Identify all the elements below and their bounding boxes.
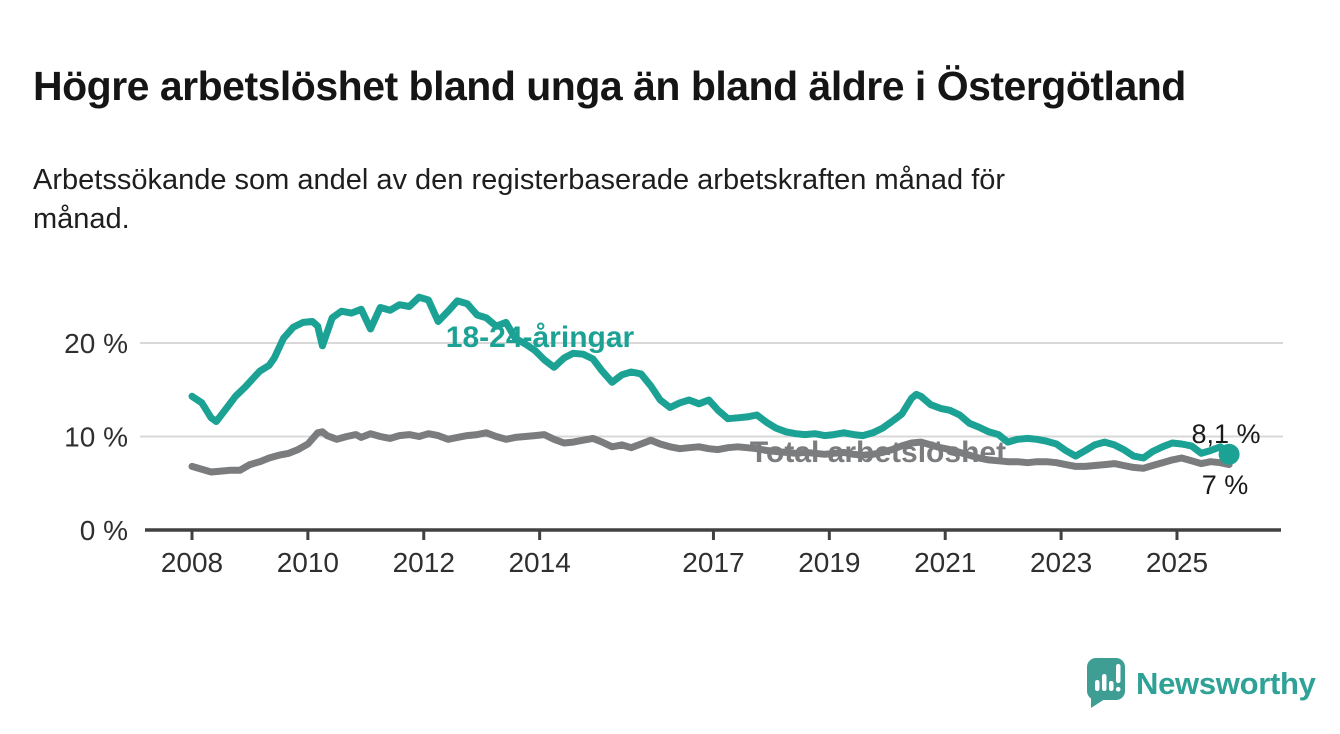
chart-subtitle: Arbetssökande som andel av den registerb…	[33, 164, 1006, 235]
series-line-young	[188, 293, 1233, 462]
page-title: Högre arbetslöshet bland unga än bland ä…	[33, 63, 1186, 110]
x-tick-label-2025: 2025	[1146, 547, 1208, 578]
x-tick-label-2014: 2014	[508, 547, 570, 578]
y-tick-label-20: 20 %	[64, 328, 128, 359]
brand-name: Newsworthy	[1136, 665, 1316, 701]
x-tick-label-2019: 2019	[798, 547, 860, 578]
end-value-label-total: 7 %	[1202, 470, 1249, 500]
y-axis-tick-labels: 0 % 10 % 20 %	[64, 328, 128, 546]
x-axis-tick-labels: 2008 2010 2012 2014 2017 2019 2021 2023 2025	[161, 547, 1208, 578]
x-axis-ticks	[190, 530, 1179, 540]
end-value-label-young: 8,1 %	[1191, 419, 1260, 449]
x-tick-label-2010: 2010	[277, 547, 339, 578]
newsworthy-logo: Newsworthy	[1086, 656, 1316, 711]
series-lines	[188, 293, 1233, 476]
y-tick-label-10: 10 %	[64, 422, 128, 453]
gridlines	[140, 342, 1283, 438]
series-label-total: Total arbetslöshet	[750, 436, 1006, 469]
latest-value-dot	[1218, 443, 1240, 465]
x-tick-label-2021: 2021	[914, 547, 976, 578]
series-line-total	[188, 428, 1233, 476]
series-label-young: 18-24-åringar	[446, 321, 635, 354]
x-tick-label-2012: 2012	[393, 547, 455, 578]
x-tick-label-2023: 2023	[1030, 547, 1092, 578]
x-tick-label-2017: 2017	[682, 547, 744, 578]
y-tick-label-0: 0 %	[80, 515, 128, 546]
x-tick-label-2008: 2008	[161, 547, 223, 578]
speech-bubble-bar-chart-icon	[1087, 658, 1125, 708]
